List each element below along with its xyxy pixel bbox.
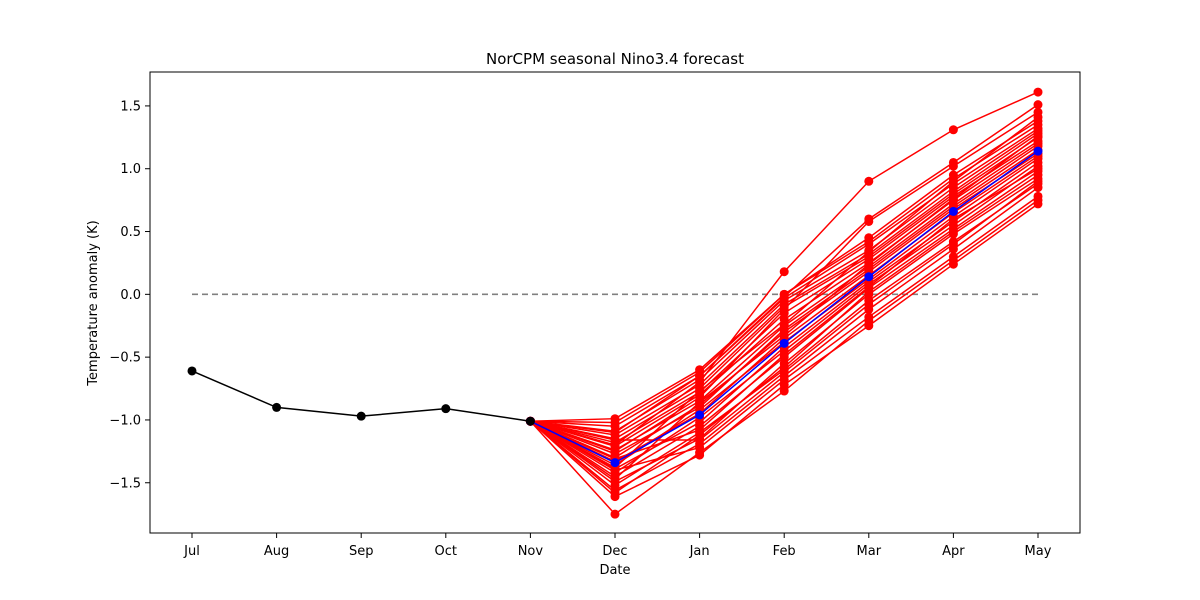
ensemble-member-point [1033, 199, 1043, 209]
x-tick-label: Aug [264, 544, 289, 559]
y-tick-label: 0.0 [120, 288, 141, 303]
ensemble-member-point [779, 375, 789, 385]
ensemble-member-point [610, 488, 620, 498]
ensemble-member-point [948, 252, 958, 262]
ensemble-member-point [1033, 87, 1043, 97]
x-tick-label: Jan [689, 544, 710, 559]
x-tick-label: Apr [942, 544, 965, 559]
ensemble-member-point [779, 367, 789, 377]
chart-title: NorCPM seasonal Nino3.4 forecast [486, 50, 744, 68]
ensemble-member-point [948, 161, 958, 171]
x-tick-label: Dec [602, 544, 627, 559]
ensemble-member-point [1033, 100, 1043, 110]
ensemble-mean-point [948, 206, 958, 216]
observed-point [356, 411, 366, 421]
y-tick-label: 0.5 [120, 225, 141, 240]
x-tick-label: Mar [857, 544, 882, 559]
x-tick-label: Feb [773, 544, 796, 559]
ensemble-member-point [864, 247, 874, 257]
ensemble-member-point [610, 446, 620, 456]
ensemble-member-point [864, 259, 874, 269]
ensemble-member-point [695, 377, 705, 387]
ensemble-member-point [610, 435, 620, 445]
ensemble-member-point [864, 216, 874, 226]
ensemble-member-point [610, 414, 620, 424]
ensemble-member-point [779, 267, 789, 277]
ensemble-member-point [610, 428, 620, 438]
ensemble-mean-point [1033, 146, 1043, 156]
ensemble-member-point [948, 214, 958, 224]
ensemble-member-point [779, 386, 789, 396]
x-tick-label: May [1025, 544, 1052, 559]
ensemble-member-point [864, 282, 874, 292]
y-tick-label: 1.0 [120, 162, 141, 177]
ensemble-member-point [695, 386, 705, 396]
ensemble-member-point [695, 397, 705, 407]
ensemble-member-point [610, 509, 620, 519]
observed-point [525, 416, 535, 426]
plot-area [187, 87, 1043, 519]
ensemble-member-point [948, 239, 958, 249]
observed-point [187, 366, 197, 376]
ensemble-member-point [695, 443, 705, 453]
ensemble-member-point [864, 321, 874, 331]
observed-point [272, 402, 282, 412]
y-axis-label: Temperature anomaly (K) [86, 220, 101, 386]
ensemble-member-point [948, 170, 958, 180]
ensemble-member-point [1033, 112, 1043, 122]
ensemble-member-point [864, 299, 874, 309]
ensemble-member-point [948, 259, 958, 269]
ensemble-member-point [1033, 164, 1043, 174]
ensemble-member-point [695, 365, 705, 375]
ensemble-member-point [948, 227, 958, 237]
ensemble-mean-point [610, 458, 620, 468]
y-axis-ticks: −1.5 −1.0 −0.5 0.0 0.5 1.0 1.5 [109, 99, 150, 491]
y-tick-label: −0.5 [109, 351, 141, 366]
ensemble-member-point [1033, 176, 1043, 186]
y-tick-label: −1.5 [109, 476, 141, 491]
ensemble-mean-point [779, 338, 789, 348]
ensemble-member-point [695, 417, 705, 427]
ensemble-member-point [695, 450, 705, 460]
ensemble-member-point [864, 312, 874, 322]
ensemble-mean-point [864, 272, 874, 282]
x-tick-label: Sep [349, 544, 374, 559]
ensemble-member-point [779, 292, 789, 302]
y-tick-label: −1.0 [109, 413, 141, 428]
ensemble-member-point [1033, 131, 1043, 141]
ensemble-member-point [864, 233, 874, 243]
ensemble-member-point [695, 435, 705, 445]
ensemble-member-point [779, 304, 789, 314]
ensemble-member-point [948, 176, 958, 186]
x-axis-ticks: Jul Aug Sep Oct Nov Dec Jan Feb Mar Apr May [183, 533, 1052, 559]
ensemble-member-point [779, 331, 789, 341]
y-tick-label: 1.5 [120, 99, 141, 114]
ensemble-member-point [779, 350, 789, 360]
ensemble-member-point [779, 319, 789, 329]
ensemble-member-point [948, 194, 958, 204]
ensemble-mean-point [695, 410, 705, 420]
ensemble-member-point [1033, 191, 1043, 201]
x-axis-label: Date [599, 563, 630, 578]
ensemble-member-point [948, 125, 958, 135]
ensemble-member-point [864, 176, 874, 186]
observed-point [441, 404, 451, 414]
ensemble-member-point [610, 474, 620, 484]
x-tick-label: Nov [518, 544, 544, 559]
x-tick-label: Oct [435, 544, 457, 559]
ensemble-member-point [1033, 170, 1043, 180]
ensemble-member-point [695, 425, 705, 435]
x-tick-label: Jul [183, 544, 200, 559]
ensemble-member-point [695, 371, 705, 381]
